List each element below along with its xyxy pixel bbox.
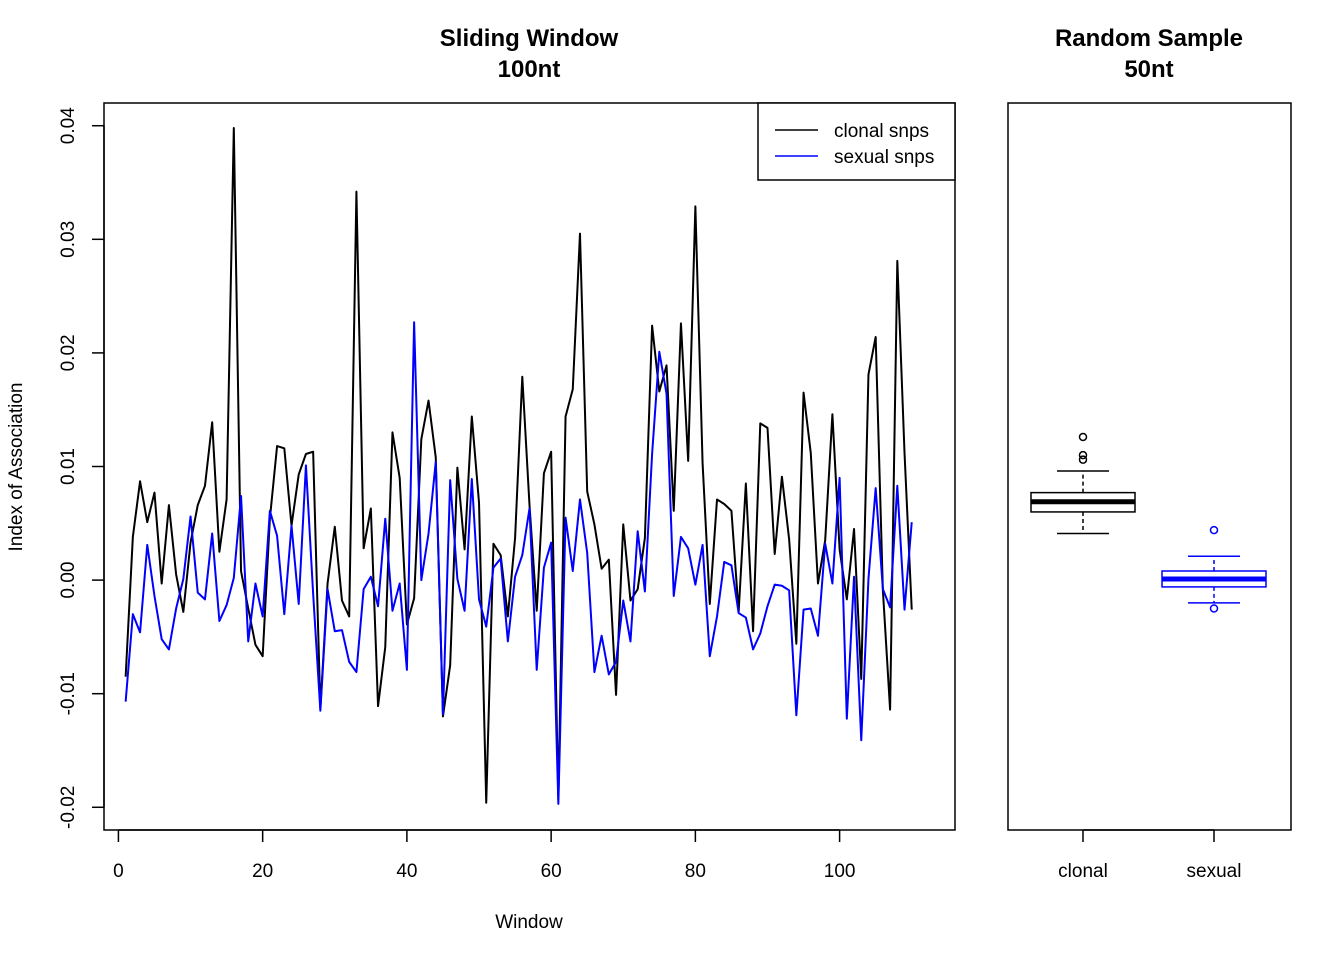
y-axis-label: Index of Association	[6, 383, 27, 552]
x-axis-label: Window	[495, 912, 563, 933]
line-chart-title: Sliding Window	[440, 25, 619, 52]
boxplot-sexual	[1161, 525, 1267, 613]
legend-label-clonal: clonal snps	[834, 121, 929, 142]
y-tick-label: 0.02	[58, 334, 79, 371]
x-tick-label: 20	[252, 861, 273, 882]
series-line-sexual	[124, 321, 913, 805]
x-tick-label: 40	[396, 861, 417, 882]
box-x-axis: clonal sexual	[1058, 829, 1242, 882]
legend-label-sexual: sexual snps	[834, 147, 934, 168]
y-tick-label: 0.03	[58, 221, 79, 258]
y-tick-label: -0.01	[58, 672, 79, 715]
box-chart-title: Random Sample	[1055, 25, 1243, 52]
outlier-point	[1078, 450, 1088, 460]
legend-box	[757, 102, 956, 181]
outlier-point	[1078, 455, 1088, 464]
legend: clonal snps sexual snps	[757, 102, 956, 181]
x-tick-label: 60	[541, 861, 562, 882]
y-tick-label: 0.04	[58, 107, 79, 144]
series-layer	[124, 126, 913, 805]
boxplot-clonal	[1030, 432, 1136, 535]
x-tick-label: 0	[113, 861, 124, 882]
y-tick-label: -0.02	[58, 786, 79, 829]
outlier-point	[1209, 525, 1219, 535]
x-tick-label: 80	[685, 861, 706, 882]
box-x-tick-label: sexual	[1187, 861, 1242, 882]
outlier-point	[1078, 432, 1088, 442]
line-chart-subtitle: 100nt	[498, 56, 561, 83]
outlier-point	[1209, 604, 1219, 613]
box-plot-frame	[1007, 102, 1292, 831]
x-tick-label: 100	[824, 861, 856, 882]
x-axis: 0 20 40 60 80 100	[113, 829, 856, 882]
series-line-clonal	[124, 126, 913, 804]
y-tick-label: 0.00	[58, 562, 79, 599]
box-x-tick-label: clonal	[1058, 861, 1108, 882]
box-chart-subtitle: 50nt	[1124, 56, 1173, 83]
y-tick-label: 0.01	[58, 448, 79, 485]
y-axis: -0.02 -0.01 0.00 0.01 0.02 0.03 0.04	[58, 107, 105, 829]
box-layer	[1030, 432, 1267, 613]
